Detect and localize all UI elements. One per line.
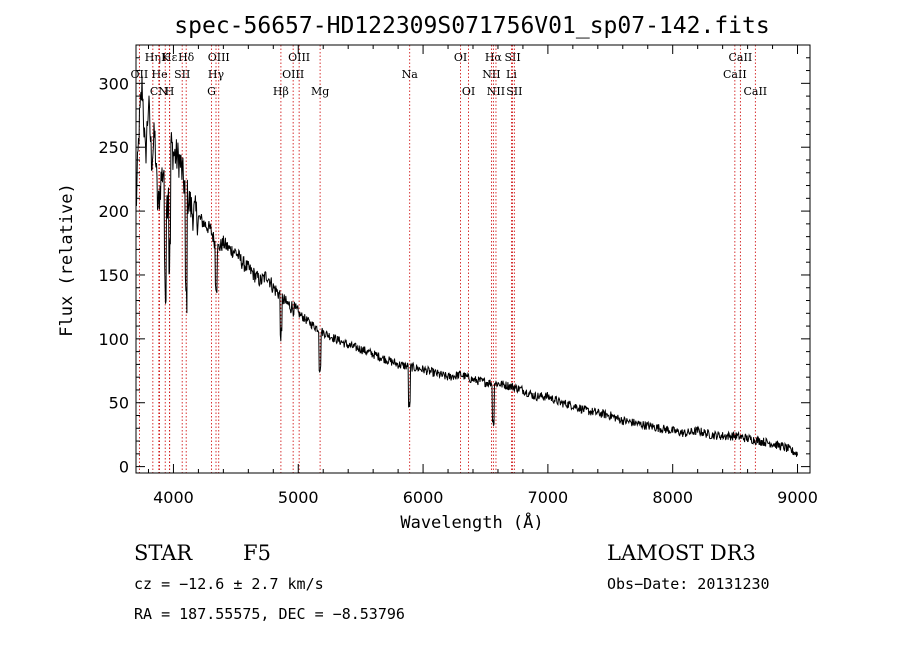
spectral-line-label: Hη (145, 51, 161, 64)
spectral-line-label: Hβ (273, 85, 289, 98)
y-tick-label: 150 (98, 266, 129, 285)
spectral-line-label: NII (487, 85, 505, 98)
x-tick-label: 9000 (777, 488, 818, 507)
ra-dec-coordinates: RA = 187.55575, DEC = −8.53796 (134, 605, 405, 623)
spectral-line-label: SII (504, 51, 520, 64)
spectral-line-label: OIII (208, 51, 230, 64)
chart-title: spec-56657-HD122309S071756V01_sp07-142.f… (174, 13, 769, 39)
x-axis-ticks: 4000 5000 6000 7000 8000 9000 (147, 45, 818, 507)
spectral-line-label: CaII (743, 85, 767, 98)
y-tick-label: 0 (119, 458, 129, 477)
spectral-line-label: Hδ (178, 51, 195, 64)
spectral-line-label: CaII (723, 68, 747, 81)
spectral-line-label: SII (506, 85, 522, 98)
spectral-line-label: Li (506, 68, 517, 81)
y-axis-ticks: 0 50 100 150 200 250 300 (98, 57, 810, 477)
spectral-line-label: OIII (282, 68, 304, 81)
spectral-line-label: Hγ (208, 68, 225, 81)
spectral-line-label: OI (462, 85, 475, 98)
object-class: STAR (134, 541, 193, 565)
x-tick-label: 8000 (652, 488, 693, 507)
spectrum-series (135, 75, 798, 457)
spectral-line-label: CaII (729, 51, 753, 64)
spectral-line-label: Hα (485, 51, 503, 64)
object-subclass: F5 (243, 541, 271, 565)
x-tick-label: 6000 (403, 488, 444, 507)
spectral-line-label: OIII (288, 51, 310, 64)
spectral-line-label: H (165, 85, 175, 98)
spectral-line-label: NII (482, 68, 500, 81)
y-tick-label: 250 (98, 138, 129, 157)
y-tick-label: 50 (109, 394, 129, 413)
y-axis-label: Flux (relative) (57, 183, 77, 337)
spectral-line-label: OI (454, 51, 467, 64)
survey-name: LAMOST DR3 (607, 541, 756, 565)
observation-date: Obs−Date: 20131230 (607, 575, 770, 593)
spectrum-line (135, 75, 798, 457)
spectral-line-label: He (152, 68, 168, 81)
x-tick-label: 4000 (153, 488, 194, 507)
spectral-line-label: SII (174, 68, 190, 81)
x-axis-label: Wavelength (Å) (400, 511, 543, 533)
y-tick-label: 300 (98, 74, 129, 93)
y-tick-label: 100 (98, 330, 129, 349)
redshift-cz: cz = −12.6 ± 2.7 km/s (134, 575, 324, 593)
spectral-line-label: CN (150, 85, 168, 98)
spectral-line-label: Mg (311, 85, 329, 98)
spectral-line-label: Hε (162, 51, 178, 64)
plot-frame (135, 44, 811, 474)
y-tick-label: 200 (98, 202, 129, 221)
x-tick-label: 7000 (528, 488, 569, 507)
x-tick-label: 5000 (278, 488, 319, 507)
spectral-line-label: OII (131, 68, 149, 81)
spectral-line-label: Na (402, 68, 419, 81)
spectral-line-label: K (161, 51, 170, 64)
spectral-line-label: G (207, 85, 216, 98)
